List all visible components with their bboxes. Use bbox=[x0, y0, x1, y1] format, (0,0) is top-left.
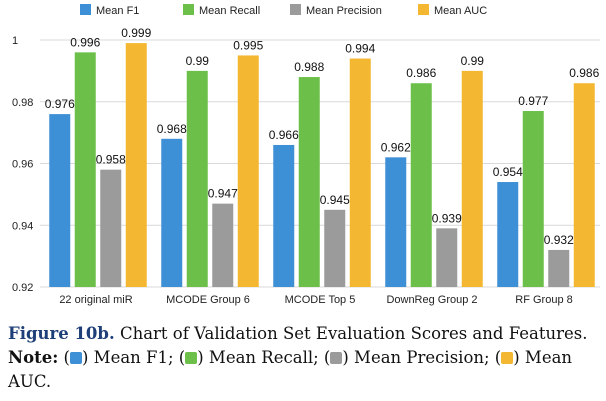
legend-label: Mean Recall bbox=[199, 5, 260, 17]
data-label: 0.999 bbox=[121, 26, 151, 40]
bar bbox=[385, 157, 407, 287]
data-label: 0.977 bbox=[518, 94, 548, 108]
legend-swatch bbox=[183, 4, 194, 15]
bar bbox=[49, 114, 71, 287]
y-tick-label: 0.94 bbox=[12, 220, 33, 232]
x-category-label: DownReg Group 2 bbox=[386, 294, 477, 306]
data-labels: 0.976 0.996 0.958 0.999 0.968 0.99 0.947 0.995 0… bbox=[45, 26, 600, 247]
caption-figure-number: Figure 10b. bbox=[8, 324, 115, 343]
legend-swatch bbox=[290, 4, 301, 15]
y-tick-label: 0.96 bbox=[12, 159, 33, 171]
data-label: 0.947 bbox=[208, 187, 238, 201]
caption-swatch bbox=[70, 352, 82, 364]
x-category-label: MCODE Group 6 bbox=[166, 294, 250, 306]
y-tick-label: 0.92 bbox=[12, 282, 33, 294]
caption-item-open: ( bbox=[489, 348, 502, 367]
data-label: 0.976 bbox=[45, 97, 75, 111]
caption-swatch bbox=[185, 352, 198, 364]
bar bbox=[161, 138, 183, 287]
data-label: 0.986 bbox=[406, 66, 436, 80]
caption-swatch bbox=[330, 352, 343, 364]
bar bbox=[125, 43, 147, 288]
data-label: 0.994 bbox=[345, 42, 375, 56]
bar bbox=[186, 70, 208, 287]
data-label: 0.988 bbox=[294, 60, 324, 74]
legend-label: Mean AUC bbox=[434, 5, 487, 17]
bar bbox=[298, 77, 320, 287]
legend: Mean F1 Mean Recall Mean Precision Mean AUC bbox=[80, 4, 487, 17]
data-label: 0.966 bbox=[269, 128, 299, 142]
bar bbox=[548, 249, 570, 287]
caption-item-open: ( bbox=[173, 348, 186, 367]
bar bbox=[74, 52, 96, 287]
x-category-label: RF Group 8 bbox=[515, 294, 572, 306]
data-label: 0.932 bbox=[544, 233, 574, 247]
axes: 0.92 0.94 0.96 0.98 1 22 original miR MCODE Gr… bbox=[12, 35, 573, 306]
figure-caption: Figure 10b. Chart of Validation Set Eval… bbox=[8, 322, 600, 394]
y-tick-label: 0.98 bbox=[12, 97, 33, 109]
caption-item-open: ( bbox=[58, 348, 70, 367]
data-label: 0.99 bbox=[461, 54, 485, 68]
bar bbox=[573, 83, 595, 287]
data-label: 0.945 bbox=[320, 193, 350, 207]
data-label: 0.986 bbox=[569, 66, 599, 80]
bar bbox=[212, 203, 234, 287]
bar bbox=[237, 55, 259, 287]
legend-label: Mean Precision bbox=[306, 5, 382, 17]
x-category-label: MCODE Top 5 bbox=[285, 294, 356, 306]
bar bbox=[100, 169, 122, 287]
data-label: 0.939 bbox=[432, 211, 462, 225]
y-tick-label: 1 bbox=[12, 35, 18, 47]
caption-legend-items: () Mean F1; () Mean Recall; () Mean Prec… bbox=[8, 348, 572, 391]
bar bbox=[273, 144, 295, 287]
bar bbox=[522, 111, 544, 287]
data-label: 0.99 bbox=[186, 54, 210, 68]
bar-chart: Mean F1 Mean Recall Mean Precision Mean AUC… bbox=[12, 4, 600, 306]
data-label: 0.958 bbox=[96, 153, 126, 167]
bars bbox=[49, 43, 595, 288]
caption-swatch bbox=[501, 352, 514, 364]
data-label: 0.962 bbox=[381, 140, 411, 154]
legend-swatch bbox=[418, 4, 429, 15]
bar bbox=[436, 228, 458, 287]
x-category-label: 22 original miR bbox=[59, 294, 132, 306]
data-label: 0.968 bbox=[157, 122, 187, 136]
data-label: 0.954 bbox=[493, 165, 523, 179]
caption-note-label: Note: bbox=[8, 348, 59, 367]
legend-swatch bbox=[80, 4, 91, 15]
caption-item-open: ( bbox=[318, 348, 331, 367]
bar bbox=[349, 58, 371, 288]
legend-label: Mean F1 bbox=[96, 5, 139, 17]
caption-text: Chart of Validation Set Evaluation Score… bbox=[114, 324, 588, 343]
caption-item-label: ) Mean Precision; bbox=[342, 348, 490, 367]
caption-item-label: ) Mean AUC. bbox=[8, 348, 573, 391]
data-label: 0.995 bbox=[233, 38, 263, 52]
data-label: 0.996 bbox=[70, 35, 100, 49]
bar bbox=[497, 182, 519, 287]
bar bbox=[461, 70, 483, 287]
caption-item-label: ) Mean Recall; bbox=[197, 348, 319, 367]
bar bbox=[324, 209, 346, 287]
bar bbox=[410, 83, 432, 287]
caption-item-label: ) Mean F1; bbox=[82, 348, 174, 367]
